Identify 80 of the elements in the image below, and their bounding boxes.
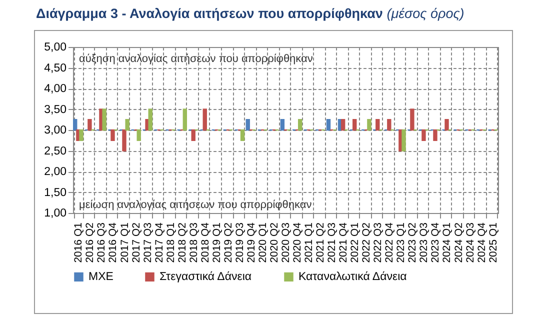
bar (280, 119, 285, 131)
bar (367, 119, 372, 131)
y-tick-label: 4,00 (44, 83, 66, 95)
bar (340, 119, 346, 131)
bar (444, 119, 449, 131)
x-tick-label: 2022 Q1 (349, 222, 362, 263)
annotation: μείωση αναλογίας αιτήσεων που απορρίφθηκαν (79, 199, 312, 211)
x-tick-label: 2017 Q2 (130, 222, 142, 263)
x-tick-label: 2022 Q4 (384, 222, 396, 263)
x-tick-label: 2020 Q1 (256, 222, 269, 263)
x-tick-label: 2021 Q1 (303, 222, 316, 263)
bar (402, 129, 406, 152)
bar (191, 129, 196, 141)
bar (387, 119, 392, 131)
x-tick-label: 2024 Q2 (452, 222, 465, 263)
x-tick-label: 2023 Q1 (395, 222, 408, 263)
x-tick-label: 2023 Q3 (418, 222, 430, 263)
x-tick-label: 2023 Q4 (430, 222, 442, 263)
bar (433, 129, 438, 141)
x-tick-label: 2023 Q2 (406, 222, 419, 263)
bar (182, 108, 188, 131)
bar (136, 129, 141, 141)
bar (422, 129, 426, 141)
bar (410, 108, 414, 131)
x-tick-label: 2020 Q4 (292, 222, 304, 263)
legend-label: Στεγαστικά Δάνεια (160, 270, 252, 283)
x-tick-label: 2019 Q2 (222, 222, 234, 263)
bar (73, 119, 78, 131)
legend-label: Καταναλωτικά Δάνεια (298, 270, 408, 283)
bar (202, 108, 207, 131)
x-tick-label: 2021 Q3 (326, 222, 338, 263)
x-tick-label: 2017 Q4 (153, 222, 166, 263)
x-tick-label: 2019 Q3 (234, 222, 246, 263)
bar (246, 119, 250, 131)
bar (240, 129, 245, 141)
annotation: αύξηση αναλογίας αιτήσεων που απορρίφθηκαν (79, 53, 314, 65)
bar (79, 129, 84, 141)
x-tick-label: 2025 Q1 (487, 222, 500, 263)
x-tick-label: 2016 Q4 (107, 222, 120, 263)
chart-subtitle: (μέσος όρος) (386, 6, 464, 21)
bar (88, 119, 92, 131)
x-tick-label: 2018 Q3 (188, 222, 200, 263)
x-tick-label: 2024 Q4 (476, 222, 488, 263)
x-tick-label: 2017 Q3 (142, 222, 154, 263)
y-tick-label: 3,00 (44, 124, 66, 136)
y-tick-label: 5,00 (44, 42, 66, 54)
bar (298, 119, 302, 131)
y-tick-label: 2,00 (44, 166, 66, 178)
y-tick-label: 1,50 (44, 186, 66, 199)
x-tick-label: 2024 Q3 (464, 222, 476, 263)
x-tick-label: 2018 Q1 (164, 222, 177, 263)
x-tick-label: 2022 Q2 (360, 222, 373, 263)
y-tick-label: 2,50 (44, 145, 66, 158)
x-tick-label: 2021 Q4 (338, 222, 350, 263)
x-tick-label: 2024 Q1 (441, 222, 454, 263)
chart-title: Διάγραμμα 3 - Αναλογία αιτήσεων που απορρίφθηκαν (36, 6, 383, 21)
y-tick-label: 3,50 (44, 104, 66, 116)
bar (148, 108, 152, 131)
bar (376, 119, 380, 131)
x-tick-label: 2021 Q2 (314, 222, 327, 263)
bar (352, 119, 357, 131)
legend-label: ΜΧΕ (88, 270, 114, 283)
bar (326, 119, 331, 131)
x-tick-label: 2019 Q4 (245, 222, 258, 263)
y-tick-label: 1,00 (44, 208, 66, 220)
bar (110, 129, 115, 141)
x-tick-label: 2018 Q2 (176, 222, 188, 263)
x-tick-label: 2019 Q1 (210, 222, 223, 263)
x-tick-label: 2016 Q2 (84, 222, 96, 263)
x-tick-label: 2016 Q1 (72, 222, 85, 263)
x-tick-label: 2020 Q3 (280, 222, 292, 263)
x-tick-label: 2020 Q2 (268, 222, 280, 263)
x-tick-label: 2016 Q3 (96, 222, 108, 263)
y-tick-label: 4,50 (44, 62, 66, 74)
bar (125, 119, 130, 131)
x-tick-label: 2017 Q1 (118, 222, 131, 263)
bar (122, 129, 126, 152)
x-tick-label: 2018 Q4 (199, 222, 212, 263)
x-tick-label: 2022 Q3 (372, 222, 384, 263)
bar (102, 108, 106, 131)
